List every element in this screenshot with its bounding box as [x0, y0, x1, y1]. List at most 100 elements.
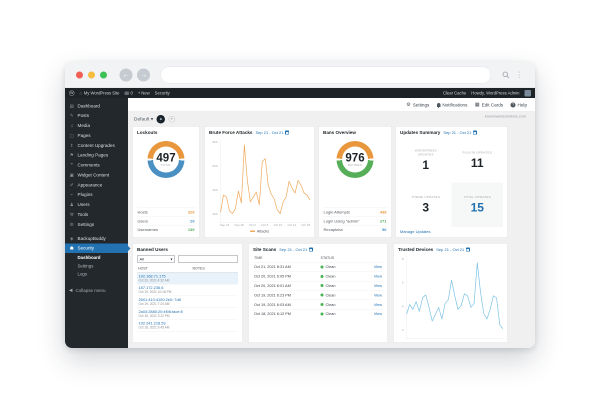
date-range-picker[interactable]: Sep 21 - Oct 21 [436, 247, 470, 252]
date-range-picker[interactable]: Sep 21 - Oct 21 [279, 247, 313, 252]
banned-user-row[interactable]: 192.168.71.175 Oct 20, 2021 4:32 AM [137, 272, 238, 285]
scan-view-link[interactable]: View [373, 311, 382, 317]
main-content: ⚙ Settings Notifications ▦ Edit Cards ? … [128, 98, 535, 348]
avatar[interactable] [524, 89, 531, 97]
sidebar-submenu-item[interactable]: Dashboard [77, 254, 101, 260]
dashboard-select[interactable]: Default ▾ [134, 117, 153, 123]
sidebar-item[interactable]: ♫ Media [65, 121, 128, 131]
column-notes: NOTES [192, 266, 205, 271]
sidebar-item[interactable]: ▤ Dashboard [65, 101, 128, 111]
scan-view-link[interactable]: View [373, 302, 382, 307]
banned-user-row[interactable]: 2a03:2880:20:4f06:face:8 Oct 18, 2021 3:… [137, 308, 238, 320]
sidebar-item-icon: ♫ [70, 123, 74, 129]
add-board-button[interactable]: + [168, 116, 176, 123]
clear-cache-link[interactable]: Clear Cache [442, 90, 467, 96]
howdy-link[interactable]: Howdy, WordPress Admin [471, 90, 520, 96]
date-range-picker[interactable]: Sep 21 - Oct 21 [443, 130, 477, 135]
sidebar-item-icon: ↥ [69, 142, 74, 148]
sidebar-item[interactable]: ♟ Users [65, 200, 128, 210]
scan-view-link[interactable]: View [373, 264, 382, 270]
board-avatar-button[interactable]: ✦ [156, 115, 166, 124]
settings-toolbar-button[interactable]: ⚙ Settings [406, 102, 429, 107]
banned-host-link[interactable]: 2601:410:4100:2e0::7d8 [138, 297, 181, 302]
collapse-icon: ◀ [69, 287, 73, 293]
updates-cell: THEME UPDATES 3 [400, 183, 452, 228]
banned-users-filter-select[interactable]: All ▾ [137, 255, 175, 263]
sidebar-item[interactable]: ⚒ Tools [65, 210, 128, 220]
sidebar-item[interactable]: ▣ Widget Content [65, 170, 128, 180]
bans-total: 976 [345, 151, 365, 164]
banned-user-row[interactable]: 187.172.236.6 Oct 19, 2021 10:18 PM [137, 284, 238, 297]
banned-user-row[interactable]: 2601:410:4100:2e0::7d8 Oct 19, 2021 7:24… [137, 296, 238, 308]
new-link: New [141, 90, 150, 96]
site-scans-list: Oct 21, 2021 8:31 AM Clean View Oct 20, … [253, 262, 383, 318]
search-icon[interactable] [502, 70, 511, 79]
updates-cell-value: 15 [470, 201, 484, 215]
banned-user-row[interactable]: 192.241.218.53 Oct 18, 2021 9:45 AM [137, 320, 238, 332]
banned-users-header: HOST NOTES [137, 263, 238, 273]
lockouts-gauge: 497 TOTAL [147, 141, 185, 178]
sidebar-item[interactable]: ❞ Comments [65, 160, 128, 170]
chevron-down-icon: ▾ [150, 116, 154, 123]
scan-view-link[interactable]: View [373, 274, 382, 279]
legend-row: Recaptcha 56 [323, 225, 387, 234]
scan-status-label: Clean [325, 302, 336, 307]
clean-status-icon [320, 293, 324, 297]
sidebar-item[interactable]: ⌁ Plugins [65, 190, 128, 200]
notifications-label: Notifications [442, 102, 468, 108]
traffic-light-button[interactable] [100, 71, 107, 79]
wp-sidebar: ▤ Dashboard ✎ Posts ♫ Media [65, 98, 131, 348]
wordpress-logo-icon[interactable]: W [69, 90, 75, 96]
browser-menu-icon[interactable]: ⋮ [515, 69, 524, 80]
sidebar-item[interactable]: ✐ Appearance [65, 180, 128, 190]
edit-cards-toolbar-button[interactable]: ▦ Edit Cards [475, 102, 503, 108]
legend-row: Usernames 139 [137, 225, 195, 234]
sidebar-item-label: Landing Pages [77, 152, 109, 158]
scan-view-link[interactable]: View [373, 283, 382, 288]
sidebar-item[interactable]: ▢ Pages [65, 131, 128, 141]
help-toolbar-button[interactable]: ? Help [510, 102, 527, 108]
banned-host-link[interactable]: 2a03:2880:20:4f06:face:8 [138, 309, 183, 314]
sidebar-submenu-item[interactable]: Logs [77, 271, 88, 277]
scan-view-link[interactable]: View [373, 292, 382, 298]
updates-summary-card: Updates Summary Sep 21 - Oct 21 WORDPRES… [395, 126, 508, 238]
site-name-link[interactable]: My WordPress Site [83, 90, 120, 96]
sidebar-item[interactable]: ⚑ Landing Pages [65, 150, 128, 160]
manage-updates-link[interactable]: Manage Updates [400, 229, 431, 235]
sidebar-item[interactable]: ☗ Security [65, 243, 131, 254]
notifications-toolbar-button[interactable]: Notifications [436, 102, 468, 108]
traffic-light-button[interactable] [88, 71, 95, 79]
sidebar-submenu-item[interactable]: Settings [77, 263, 94, 269]
collapse-label: Collapse menu [75, 287, 106, 293]
admin-bar-new[interactable]: + New [138, 91, 150, 96]
admin-bar-comments[interactable]: 0 [124, 91, 133, 96]
sidebar-item-label: Settings [77, 221, 95, 227]
updates-cell: WORDPRESS UPDATES 1 [400, 138, 452, 183]
banned-users-search-input[interactable] [178, 255, 238, 263]
scan-status: Clean [320, 274, 335, 279]
forward-button[interactable]: → [137, 68, 150, 82]
banned-host-link[interactable]: 187.172.236.6 [138, 285, 164, 291]
url-bar[interactable] [160, 66, 491, 84]
banned-host-link[interactable]: 192.241.218.53 [138, 321, 166, 326]
column-status: STATUS [320, 255, 335, 261]
sidebar-item-label: Media [77, 123, 91, 129]
admin-bar-security-link[interactable]: Security [154, 90, 170, 96]
card-title: Banned Users [137, 247, 168, 252]
collapse-menu-button[interactable]: ◀ Collapse menu [65, 285, 128, 295]
back-button[interactable]: ← [119, 68, 133, 82]
sidebar-item-icon: ✐ [69, 182, 74, 188]
scan-status: Clean [320, 265, 335, 269]
admin-bar-site[interactable]: ⌂ My WordPress Site [80, 91, 120, 96]
date-range-picker[interactable]: Sep 21 - Oct 21 [255, 130, 289, 135]
banned-host-link[interactable]: 192.168.71.175 [138, 273, 166, 279]
sidebar-item[interactable]: ◈ BackupBuddy [65, 233, 128, 243]
traffic-light-button[interactable] [76, 71, 83, 79]
sidebar-item[interactable]: ✎ Posts [65, 111, 128, 121]
sidebar-item-label: Content Upgrades [77, 142, 115, 148]
sidebar-item[interactable]: ↥ Content Upgrades [65, 141, 128, 151]
scan-row: Oct 19, 2021 6:23 PM Clean View [253, 290, 383, 299]
wp-admin-bar: W ⌂ My WordPress Site 0 + New Security C… [65, 88, 535, 98]
sidebar-item[interactable]: ⚙ Settings [65, 220, 128, 230]
date-range-label: Sep 21 - Oct 21 [279, 247, 308, 252]
